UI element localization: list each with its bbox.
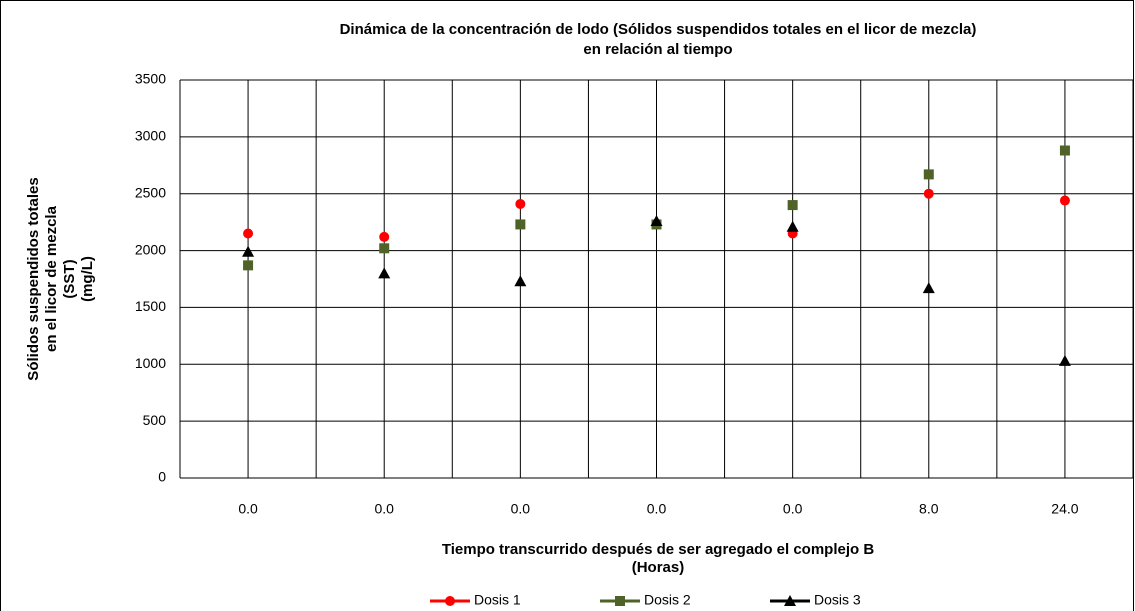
- x-tick-label: 0.0: [374, 501, 394, 517]
- y-tick-label: 3000: [135, 128, 166, 144]
- point: [923, 169, 934, 180]
- point: [243, 260, 254, 271]
- legend-marker: [615, 596, 625, 606]
- y-tick-label: 500: [143, 412, 167, 428]
- legend-marker: [445, 596, 455, 606]
- chart-title: en relación al tiempo: [583, 41, 732, 58]
- point: [379, 243, 390, 254]
- legend-marker: [784, 595, 796, 606]
- y-axis-label-line: (SST): [61, 259, 78, 298]
- legend-label: Dosis 2: [644, 592, 691, 608]
- point: [922, 282, 935, 294]
- y-axis-label-line: Sólidos suspendidos totales: [25, 177, 42, 380]
- point: [514, 275, 527, 287]
- point: [515, 198, 526, 209]
- point: [242, 245, 255, 257]
- y-tick-label: 2500: [135, 184, 166, 200]
- x-tick-label: 0.0: [511, 501, 531, 517]
- y-axis-label: Sólidos suspendidos totales en el licor …: [25, 177, 96, 380]
- chart-title: Dinámica de la concentración de lodo (Só…: [340, 21, 977, 38]
- y-tick-label: 2000: [135, 241, 166, 257]
- point: [1059, 145, 1070, 156]
- point: [379, 231, 390, 242]
- legend-label: Dosis 1: [474, 592, 521, 608]
- point: [786, 220, 799, 232]
- x-tick-label: 0.0: [238, 501, 258, 517]
- y-axis-label-line: en el licor de mezcla: [43, 205, 60, 352]
- x-tick-label: 24.0: [1051, 501, 1078, 517]
- y-tick-label: 1000: [135, 355, 166, 371]
- y-tick-label: 1500: [135, 298, 166, 314]
- x-axis-label: Tiempo transcurrido después de ser agreg…: [442, 541, 875, 558]
- x-tick-label: 0.0: [783, 501, 803, 517]
- point: [923, 188, 934, 199]
- point: [787, 200, 798, 211]
- point: [243, 228, 254, 239]
- point: [650, 215, 663, 227]
- point: [1059, 195, 1070, 206]
- x-axis-label: (Horas): [632, 559, 685, 576]
- point: [378, 267, 391, 279]
- y-tick-label: 0: [158, 469, 166, 485]
- x-tick-label: 0.0: [647, 501, 667, 517]
- y-axis-label-line: (mg/L): [79, 256, 96, 302]
- point: [515, 219, 526, 230]
- x-tick-label: 8.0: [919, 501, 939, 517]
- point: [1058, 354, 1071, 366]
- y-tick-label: 3500: [135, 71, 166, 87]
- legend-label: Dosis 3: [814, 592, 861, 608]
